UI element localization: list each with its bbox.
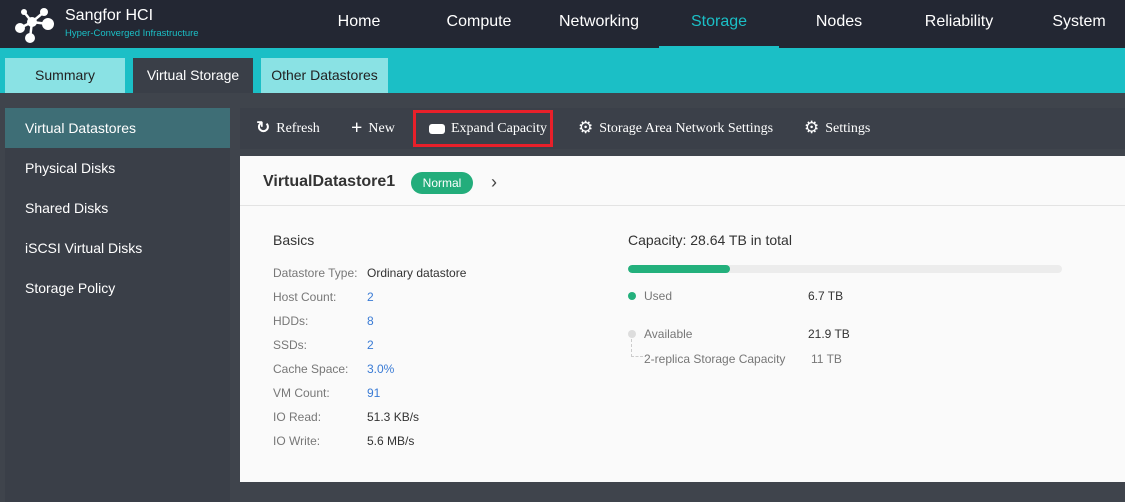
new-label: New — [368, 121, 395, 136]
nav-reliability[interactable]: Reliability — [924, 13, 994, 30]
capacity-title: Capacity: 28.64 TB in total — [628, 232, 792, 248]
basics-value[interactable]: 8 — [367, 314, 374, 328]
basics-value: 51.3 KB/s — [367, 410, 420, 424]
replica-label: 2-replica Storage Capacity — [644, 352, 786, 366]
used-label: Used — [644, 289, 673, 303]
datastore-panel: VirtualDatastore1 Normal › Basics Datast… — [240, 156, 1125, 482]
sub-tabs-bar: Summary Virtual Storage Other Datastores — [0, 48, 1125, 93]
basics-label: HDDs: — [273, 314, 309, 328]
toolbar: ↻ Refresh + New Expand Capacity ⚙ Storage A… — [240, 108, 1125, 149]
new-button[interactable]: + New — [351, 108, 395, 149]
available-dot-icon — [628, 330, 636, 338]
basics-label: VM Count: — [273, 386, 330, 400]
used-dot-icon — [628, 292, 636, 300]
brand-name: Sangfor HCI — [65, 7, 154, 24]
basics-row: SSDs: 2 — [273, 338, 573, 352]
basics-title: Basics — [273, 232, 315, 248]
basics-value[interactable]: 3.0% — [367, 362, 395, 376]
datastore-name: VirtualDatastore1 — [263, 173, 396, 190]
san-settings-button[interactable]: ⚙ Storage Area Network Settings — [578, 108, 773, 149]
nav-nodes[interactable]: Nodes — [815, 13, 863, 30]
basics-row: IO Write: 5.6 MB/s — [273, 434, 573, 448]
basics-label: Cache Space: — [273, 362, 349, 376]
settings-button[interactable]: ⚙ Settings — [804, 108, 870, 149]
refresh-label: Refresh — [276, 121, 320, 136]
sangfor-logo-icon — [15, 8, 54, 43]
basics-value[interactable]: 2 — [367, 290, 374, 304]
basics-row: Cache Space: 3.0% — [273, 362, 573, 376]
tab-other-datastores[interactable]: Other Datastores — [261, 58, 388, 93]
available-label: Available — [644, 327, 693, 341]
basics-value: 5.6 MB/s — [367, 434, 415, 448]
replica-value: 11 TB — [811, 352, 842, 366]
sidebar-item-shared-disks[interactable]: Shared Disks — [25, 200, 109, 216]
tab-virtual-storage[interactable]: Virtual Storage — [133, 58, 253, 93]
chevron-right-icon[interactable]: › — [491, 172, 497, 192]
basics-label: IO Write: — [273, 434, 321, 448]
basics-label: IO Read: — [273, 410, 322, 424]
basics-label: Datastore Type: — [273, 266, 358, 280]
datastore-header: VirtualDatastore1 Normal › — [240, 156, 1125, 206]
basics-row: HDDs: 8 — [273, 314, 573, 328]
nav-system[interactable]: System — [1052, 13, 1106, 30]
san-settings-label: Storage Area Network Settings — [599, 121, 774, 136]
expand-capacity-button[interactable]: Expand Capacity — [429, 108, 547, 149]
capacity-used-fill — [628, 265, 730, 273]
basics-row: Host Count: 2 — [273, 290, 573, 304]
basics-label: Host Count: — [273, 290, 337, 304]
expand-capacity-label: Expand Capacity — [451, 121, 548, 136]
nav-networking[interactable]: Networking — [558, 13, 640, 30]
capacity-bar — [628, 265, 1062, 273]
basics-value: Ordinary datastore — [367, 266, 467, 280]
refresh-button[interactable]: ↻ Refresh — [256, 108, 320, 149]
basics-label: SSDs: — [273, 338, 308, 352]
sidebar: Virtual Datastores Physical Disks Shared… — [5, 108, 230, 502]
refresh-icon: ↻ — [256, 118, 271, 138]
basics-row: VM Count: 91 — [273, 386, 573, 400]
sidebar-item-physical-disks[interactable]: Physical Disks — [25, 160, 116, 176]
gear-icon: ⚙ — [578, 118, 594, 138]
tree-connector — [631, 339, 643, 357]
used-value: 6.7 TB — [808, 289, 844, 303]
main-nav: Home Compute Networking Storage Nodes Re… — [299, 0, 1125, 48]
basics-value[interactable]: 91 — [367, 386, 381, 400]
sidebar-item-iscsi-virtual-disks[interactable]: iSCSI Virtual Disks — [25, 240, 143, 256]
sidebar-item-storage-policy[interactable]: Storage Policy — [25, 280, 116, 296]
brand-subtitle: Hyper-Converged Infrastructure — [65, 28, 199, 39]
nav-storage[interactable]: Storage — [659, 0, 779, 48]
nav-compute[interactable]: Compute — [446, 13, 512, 30]
tab-summary[interactable]: Summary — [5, 58, 125, 93]
disk-expand-icon — [429, 123, 445, 134]
sidebar-item-virtual-datastores[interactable]: Virtual Datastores — [5, 108, 230, 148]
highlight-box — [413, 110, 553, 147]
basics-row: Datastore Type: Ordinary datastore — [273, 266, 573, 280]
settings-label: Settings — [825, 121, 871, 136]
available-value: 21.9 TB — [808, 327, 850, 341]
plus-icon: + — [351, 117, 363, 139]
status-badge: Normal — [411, 172, 473, 194]
gear-icon: ⚙ — [804, 118, 820, 138]
basics-value[interactable]: 2 — [367, 338, 374, 352]
basics-row: IO Read: 51.3 KB/s — [273, 410, 573, 424]
top-header: Sangfor HCI Hyper-Converged Infrastructu… — [0, 0, 1125, 48]
nav-home[interactable]: Home — [337, 13, 381, 30]
